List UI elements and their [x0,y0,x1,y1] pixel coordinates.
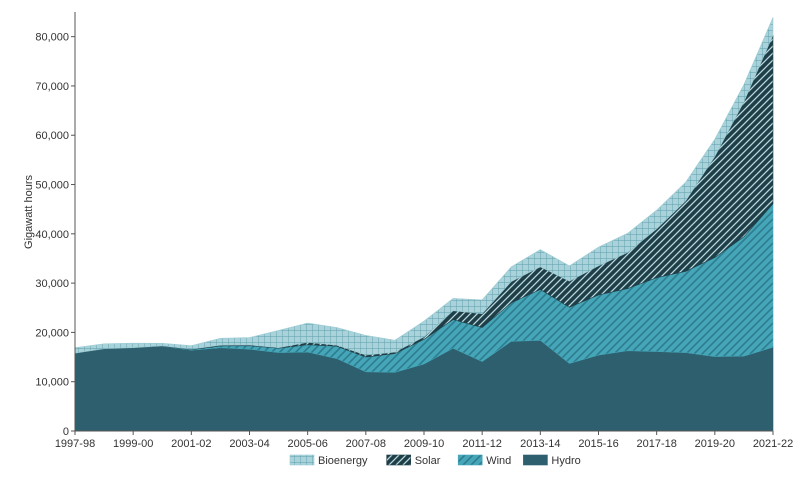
legend: Bioenergy Solar Wind Hydro [289,454,581,467]
x-axis-ticks: 1997-98 1999-00 2001-02 2003-04 2005-06 2007-… [55,431,793,450]
legend-swatch-solar [386,454,412,466]
x-tick-label: 2003-04 [229,438,269,450]
x-tick-label: 2013-14 [520,438,560,450]
x-tick-label: 2007-08 [346,438,386,450]
legend-item-wind: Wind [457,454,511,467]
y-axis-title: Gigawatt hours [23,175,35,249]
y-tick-label: 0 [63,426,69,438]
area-layer [74,17,774,432]
y-tick-label: 70,000 [35,81,69,93]
legend-label: Solar [415,455,441,467]
x-tick-label: 2005-06 [287,438,327,450]
y-tick-label: 10,000 [35,377,69,389]
x-tick-label: 1999-00 [113,438,153,450]
axes: 0 10,000 20,000 30,000 40,000 50,000 60,000 70,… [35,12,793,450]
legend-label: Wind [486,455,511,467]
x-tick-label: 2015-16 [578,438,618,450]
legend-item-hydro: Hydro [523,454,581,467]
legend-item-solar: Solar [386,454,441,467]
legend-swatch-hydro [523,454,548,466]
x-tick-label: 1997-98 [55,438,95,450]
y-tick-label: 50,000 [35,180,69,192]
y-tick-label: 30,000 [35,278,69,290]
y-tick-label: 20,000 [35,327,69,339]
y-tick-label: 60,000 [35,130,69,142]
legend-label: Hydro [551,455,580,467]
legend-swatch-wind [457,454,483,466]
x-tick-label: 2001-02 [171,438,211,450]
x-tick-label: 2009-10 [404,438,444,450]
area-bioenergy [74,17,774,356]
y-axis-ticks: 0 10,000 20,000 30,000 40,000 50,000 60,000 70,… [35,32,75,438]
legend-item-bioenergy: Bioenergy [289,454,368,467]
x-tick-label: 2017-18 [636,438,676,450]
x-tick-label: 2019-20 [695,438,735,450]
legend-swatch-bioenergy [289,454,315,466]
y-tick-label: 40,000 [35,229,69,241]
legend-label: Bioenergy [318,455,368,467]
x-tick-label: 2011-12 [462,438,502,450]
x-tick-label: 2021-22 [753,438,793,450]
y-tick-label: 80,000 [35,32,69,44]
